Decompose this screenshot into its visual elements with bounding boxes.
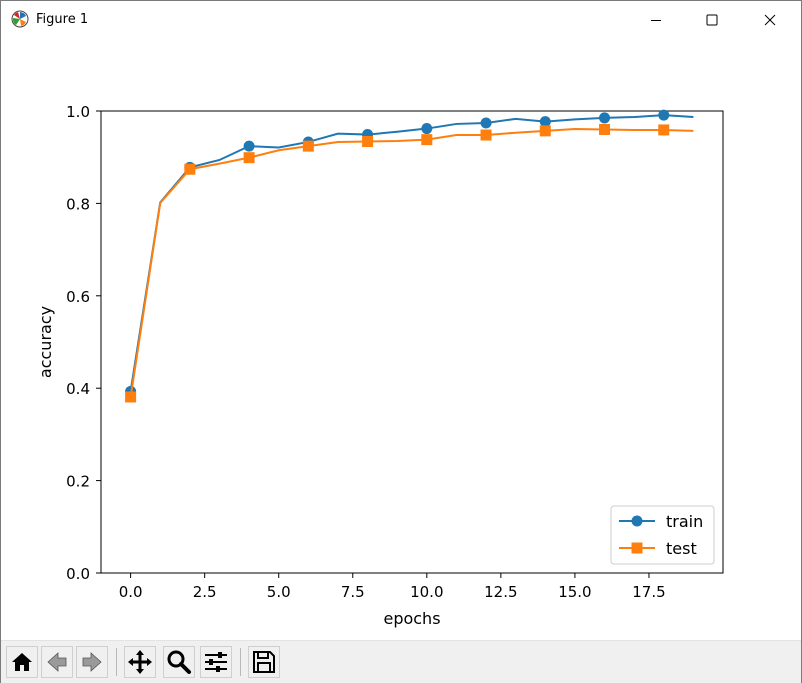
y-axis-label: accuracy bbox=[36, 306, 55, 378]
x-axis-label: epochs bbox=[383, 609, 440, 628]
magnifier-icon bbox=[167, 650, 191, 674]
toolbar-separator bbox=[240, 648, 241, 676]
legend-marker-test bbox=[631, 542, 643, 554]
data-point-test bbox=[421, 134, 433, 146]
data-point-test bbox=[658, 124, 670, 136]
legend-label-test: test bbox=[666, 539, 697, 558]
maximize-button[interactable] bbox=[689, 1, 735, 39]
data-point-test bbox=[599, 123, 611, 135]
x-tick-label: 0.0 bbox=[119, 583, 143, 601]
close-icon bbox=[764, 14, 776, 26]
data-point-train bbox=[539, 116, 551, 128]
forward-arrow-icon bbox=[82, 652, 102, 672]
home-button[interactable] bbox=[6, 646, 38, 678]
data-point-test bbox=[362, 135, 374, 147]
data-point-train bbox=[480, 117, 492, 129]
legend: train test bbox=[610, 505, 715, 565]
legend-marker-train bbox=[631, 515, 643, 527]
minimize-button[interactable] bbox=[633, 1, 679, 39]
x-tick-label: 2.5 bbox=[193, 583, 217, 601]
y-tick-label: 0.8 bbox=[66, 195, 90, 213]
back-arrow-icon bbox=[47, 652, 67, 672]
data-point-test bbox=[184, 163, 196, 175]
save-button[interactable] bbox=[248, 646, 280, 678]
data-point-train bbox=[599, 112, 611, 124]
forward-button[interactable] bbox=[76, 646, 108, 678]
zoom-button[interactable] bbox=[163, 646, 195, 678]
floppy-disk-icon bbox=[253, 651, 275, 673]
y-tick-label: 0.6 bbox=[66, 288, 90, 306]
x-tick-label: 15.0 bbox=[558, 583, 591, 601]
back-button[interactable] bbox=[41, 646, 73, 678]
plot-area bbox=[125, 109, 694, 403]
x-tick-label: 5.0 bbox=[267, 583, 291, 601]
series-line-test bbox=[129, 128, 694, 398]
data-point-test bbox=[302, 140, 314, 152]
sliders-icon bbox=[205, 652, 227, 672]
data-point-test bbox=[480, 129, 492, 141]
x-tick-label: 12.5 bbox=[484, 583, 517, 601]
close-button[interactable] bbox=[747, 1, 793, 39]
pan-button[interactable] bbox=[124, 646, 156, 678]
axes: 0.0 2.5 5.0 7.5 10.0 12.5 15.0 17.5 0.0 0.2 0.4 0.6… bbox=[66, 103, 724, 601]
series-line-train bbox=[129, 114, 694, 392]
y-tick-label: 0.4 bbox=[66, 380, 90, 398]
data-point-test bbox=[539, 125, 551, 137]
minimize-icon bbox=[651, 20, 661, 21]
data-point-train bbox=[243, 140, 255, 152]
maximize-icon bbox=[706, 14, 718, 26]
data-point-test bbox=[125, 391, 137, 403]
x-tick-label: 7.5 bbox=[341, 583, 365, 601]
y-tick-label: 0.0 bbox=[66, 565, 90, 583]
configure-subplots-button[interactable] bbox=[200, 646, 232, 678]
navigation-toolbar bbox=[1, 640, 801, 683]
figure-canvas[interactable]: 0.0 2.5 5.0 7.5 10.0 12.5 15.0 17.5 0.0 0.2 0.4 0.6… bbox=[1, 39, 801, 640]
axes-frame bbox=[100, 110, 724, 574]
legend-label-train: train bbox=[666, 512, 703, 531]
x-tick-label: 17.5 bbox=[632, 583, 665, 601]
move-icon bbox=[128, 650, 152, 674]
toolbar-separator bbox=[116, 648, 117, 676]
data-point-train bbox=[421, 123, 433, 135]
accuracy-line-chart: 0.0 2.5 5.0 7.5 10.0 12.5 15.0 17.5 0.0 0.2 0.4 0.6… bbox=[36, 103, 724, 628]
matplotlib-logo-icon bbox=[11, 10, 29, 28]
data-point-train bbox=[658, 109, 670, 121]
data-point-test bbox=[243, 152, 255, 164]
y-tick-label: 1.0 bbox=[66, 103, 90, 121]
title-bar[interactable]: Figure 1 bbox=[1, 1, 801, 39]
y-tick-label: 0.2 bbox=[66, 473, 90, 491]
x-tick-label: 10.0 bbox=[410, 583, 443, 601]
home-icon bbox=[12, 653, 32, 671]
window-title: Figure 1 bbox=[36, 12, 89, 27]
